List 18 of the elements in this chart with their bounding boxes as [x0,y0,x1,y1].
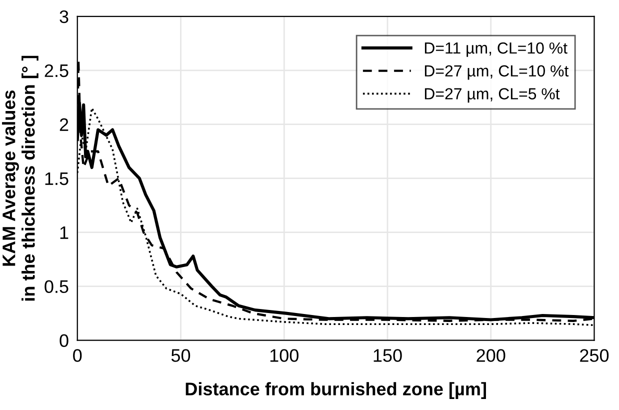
x-axis-title: Distance from burnished zone [µm] [186,382,486,399]
x-tick-label: 150 [374,349,402,362]
y-tick-label: 2.5 [44,64,68,78]
y-tick-label: 1 [60,226,68,239]
y-tick-label: 3 [60,10,68,24]
legend-label: D=27 µm, CL=5 %t [424,88,560,103]
x-tick-label: 250 [580,349,609,362]
x-tick-label: 100 [270,349,298,362]
x-tick-label: 200 [476,349,506,362]
y-tick-label: 0 [60,334,68,348]
y-tick-label: 2 [60,118,68,131]
x-tick-label: 50 [171,349,190,362]
legend-label: D=11 µm, CL=10 %t [424,42,568,57]
legend-label: D=27 µm, CL=10 %t [424,65,569,80]
x-tick-label: 0 [73,349,82,362]
y-tick-label: 1.5 [45,172,68,186]
y-tick-label: 0.5 [44,280,68,294]
y-axis-title: KAM Average values in the thickness direction [° ] [2,56,38,301]
